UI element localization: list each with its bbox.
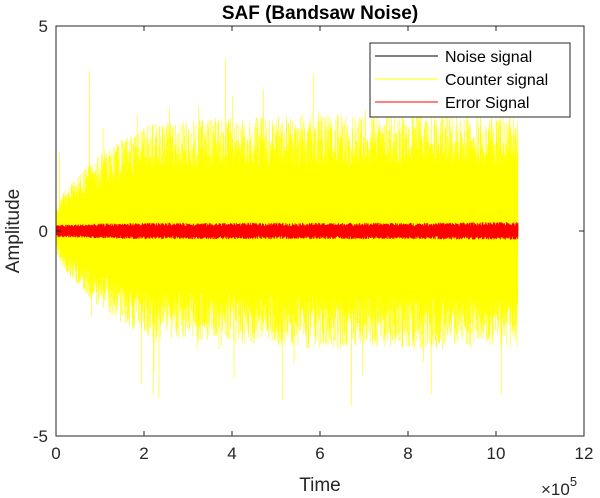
x-tick-label: 4: [227, 444, 236, 463]
chart-title: SAF (Bandsaw Noise): [222, 3, 418, 24]
legend: Noise signal Counter signal Error Signal: [369, 42, 571, 118]
legend-box: [369, 42, 571, 118]
y-axis-label: Amplitude: [3, 189, 24, 274]
series-line-error-signal: [55, 222, 519, 240]
x-tick-label: 6: [315, 444, 324, 463]
legend-label: Noise signal: [445, 49, 532, 66]
x-tick-label: 0: [51, 444, 60, 463]
legend-label: Counter signal: [445, 72, 548, 89]
y-tick-label: 0: [39, 222, 48, 241]
x-tick-label: 2: [139, 444, 148, 463]
x-axis-exponent: ×105: [541, 474, 577, 498]
x-tick-label: 12: [575, 444, 594, 463]
y-tick-label: 5: [39, 17, 48, 36]
series-line-counter-signal: [55, 55, 519, 407]
x-axis-exponent-power: 5: [570, 474, 577, 489]
signals-layer: [55, 55, 519, 407]
x-tick-label: 10: [487, 444, 506, 463]
y-tick-label: -5: [33, 427, 48, 446]
x-tick-label: 8: [403, 444, 412, 463]
ticks-layer: 0 2 4 6 8 10 12-505: [33, 17, 594, 463]
legend-label: Error Signal: [445, 95, 529, 112]
x-axis-exponent-base: ×10: [541, 480, 570, 498]
x-axis-label: Time: [299, 475, 341, 496]
